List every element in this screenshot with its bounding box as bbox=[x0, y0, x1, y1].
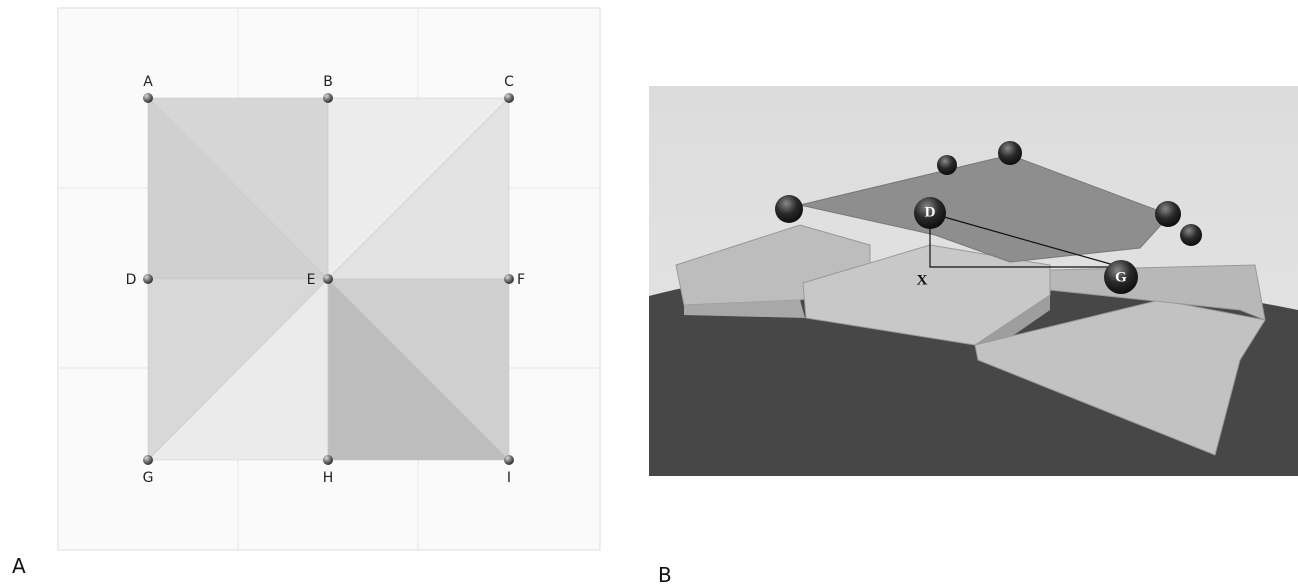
point-label: D bbox=[126, 272, 137, 288]
sphere bbox=[1155, 201, 1181, 227]
point bbox=[143, 93, 153, 103]
point-label: E bbox=[307, 272, 316, 288]
point bbox=[323, 274, 333, 284]
point-label: B bbox=[323, 74, 333, 90]
sphere bbox=[998, 141, 1022, 165]
figure: A B C D E F G H I A D X G B bbox=[0, 0, 1298, 587]
point-label: F bbox=[517, 272, 525, 288]
panel-b: D X G bbox=[649, 86, 1298, 476]
point bbox=[504, 455, 514, 465]
point bbox=[143, 455, 153, 465]
panel-a: A B C D E F G H I bbox=[58, 8, 600, 550]
panel-label: B bbox=[658, 563, 672, 587]
point-label: D bbox=[925, 204, 936, 220]
point bbox=[504, 274, 514, 284]
sphere bbox=[1180, 224, 1202, 246]
sphere bbox=[937, 155, 957, 175]
point-label: G bbox=[143, 470, 154, 486]
sphere bbox=[775, 195, 803, 223]
point-label: I bbox=[507, 470, 511, 486]
panel-label: A bbox=[12, 554, 26, 578]
point bbox=[323, 93, 333, 103]
point bbox=[323, 455, 333, 465]
point-label: C bbox=[504, 74, 514, 90]
point bbox=[143, 274, 153, 284]
point-label: X bbox=[917, 272, 928, 288]
point-label: H bbox=[323, 470, 334, 486]
point-label: A bbox=[143, 74, 153, 90]
point-label: G bbox=[1115, 269, 1127, 285]
point bbox=[504, 93, 514, 103]
